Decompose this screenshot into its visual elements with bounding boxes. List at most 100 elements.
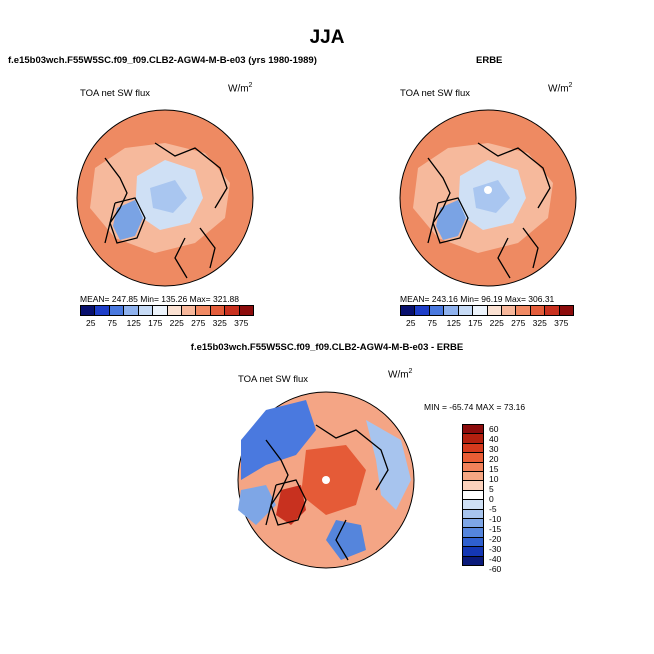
colorbar-swatch	[559, 306, 574, 315]
page-title: JJA	[309, 27, 345, 48]
colorbar-label: 75	[427, 318, 437, 328]
panel-1-title: f.e15b03wch.F55W5SC.f09_f09.CLB2-AGW4-M-…	[8, 55, 317, 66]
colorbar-swatch	[95, 306, 110, 315]
colorbar-swatch	[463, 443, 483, 454]
colorbar-label: -20	[489, 534, 502, 544]
colorbar-swatch	[81, 306, 96, 315]
panel-3-stats: MIN = -65.74 MAX = 73.16	[424, 402, 526, 412]
panel-3-variable: TOA net SW flux	[238, 374, 309, 385]
colorbar-swatch	[501, 306, 517, 315]
panel-3-title: f.e15b03wch.F55W5SC.f09_f09.CLB2-AGW4-M-…	[190, 342, 464, 353]
colorbar-label: 0	[489, 494, 494, 504]
colorbar-label: 40	[489, 434, 499, 444]
sea-ice-region	[150, 180, 187, 213]
coastline	[497, 237, 511, 279]
colorbar-label: -15	[489, 524, 502, 534]
colorbar-swatch	[463, 472, 483, 482]
greenland-region	[436, 200, 466, 240]
colorbar-swatch	[545, 306, 560, 315]
colorbar-swatch	[138, 306, 154, 315]
colorbar-swatch	[458, 306, 474, 315]
panel-1-variable: TOA net SW flux	[80, 88, 151, 99]
negative-anomaly	[238, 485, 276, 525]
colorbar-swatch	[463, 537, 483, 548]
colorbar-label: 60	[489, 424, 499, 434]
colorbar-label: 175	[468, 318, 483, 328]
colorbar-swatch	[463, 453, 483, 463]
colorbar-label: 75	[107, 318, 117, 328]
panel-1-colorbar-labels: 25 75 125 175 225 275 325 375	[80, 318, 252, 328]
colorbar-label: 375	[554, 318, 569, 328]
colorbar-label: 20	[489, 454, 499, 464]
colorbar-label: 225	[489, 318, 504, 328]
colorbar-swatch	[463, 556, 483, 566]
colorbar-swatch	[109, 306, 125, 315]
colorbar-swatch	[463, 509, 483, 520]
sea-ice-region	[473, 180, 510, 213]
coastline	[154, 142, 228, 209]
colorbar-swatch	[401, 306, 416, 315]
colorbar-label: 25	[86, 318, 96, 328]
panel-2-variable: TOA net SW flux	[400, 88, 471, 99]
colorbar-label: 125	[126, 318, 141, 328]
colorbar-swatch	[463, 434, 483, 444]
coastline	[432, 197, 469, 244]
colorbar-label: 10	[489, 474, 499, 484]
colorbar-label: -40	[489, 554, 502, 564]
colorbar-label: -30	[489, 544, 502, 554]
colorbar-swatch	[463, 490, 483, 501]
colorbar-label: -60	[489, 564, 502, 574]
colorbar-label: 375	[234, 318, 249, 328]
colorbar-label: 275	[191, 318, 206, 328]
colorbar-swatch	[463, 547, 483, 557]
colorbar-swatch	[239, 306, 254, 315]
colorbar-label: 325	[532, 318, 547, 328]
colorbar-label: 175	[148, 318, 163, 328]
colorbar-swatch	[444, 306, 459, 315]
greenland-region	[113, 200, 143, 240]
coastline	[270, 479, 307, 526]
colorbar-swatch	[487, 306, 502, 315]
colorbar-swatch	[210, 306, 226, 315]
colorbar-swatch	[463, 500, 483, 510]
coastline	[174, 237, 188, 279]
panel-2-units: W/m2	[548, 82, 573, 95]
colorbar-swatch	[463, 519, 483, 529]
colorbar-label: -10	[489, 514, 502, 524]
colorbar-swatch	[463, 462, 483, 473]
panel-1-colorbar	[80, 305, 254, 316]
colorbar-swatch	[473, 306, 488, 315]
colorbar-swatch	[463, 425, 483, 435]
coastline	[522, 227, 539, 269]
panel-3-colorbar-labels: 60 40 30 20 15 10 5 0 -5 -10 -15 -20 -30 -40 -60	[489, 424, 502, 574]
panel-1-units: W/m2	[228, 82, 253, 95]
colorbar-swatch	[167, 306, 182, 315]
panel-3-colorbar	[462, 424, 484, 566]
pole-marker	[484, 186, 492, 194]
colorbar-swatch	[530, 306, 546, 315]
colorbar-label: 30	[489, 444, 499, 454]
colorbar-swatch	[124, 306, 139, 315]
coastline	[315, 424, 389, 491]
panel-2-stats: MEAN= 243.16 Min= 96.19 Max= 306.31	[400, 294, 555, 304]
coastline	[335, 519, 349, 561]
panel-2-colorbar-labels: 25 75 125 175 225 275 325 375	[400, 318, 572, 328]
colorbar-label: 125	[446, 318, 461, 328]
panel-2-colorbar	[400, 305, 574, 316]
colorbar-label: 225	[169, 318, 184, 328]
negative-anomaly	[366, 420, 411, 510]
colorbar-label: 5	[489, 484, 494, 494]
coastline	[199, 227, 216, 269]
colorbar-swatch	[181, 306, 197, 315]
coastline	[109, 197, 146, 244]
colorbar-swatch	[153, 306, 168, 315]
panel-1-stats: MEAN= 247.85 Min= 135.26 Max= 321.88	[80, 294, 240, 304]
colorbar-swatch	[415, 306, 430, 315]
colorbar-swatch	[225, 306, 240, 315]
colorbar-swatch	[429, 306, 445, 315]
colorbar-label: 325	[212, 318, 227, 328]
colorbar-label: -5	[489, 504, 497, 514]
